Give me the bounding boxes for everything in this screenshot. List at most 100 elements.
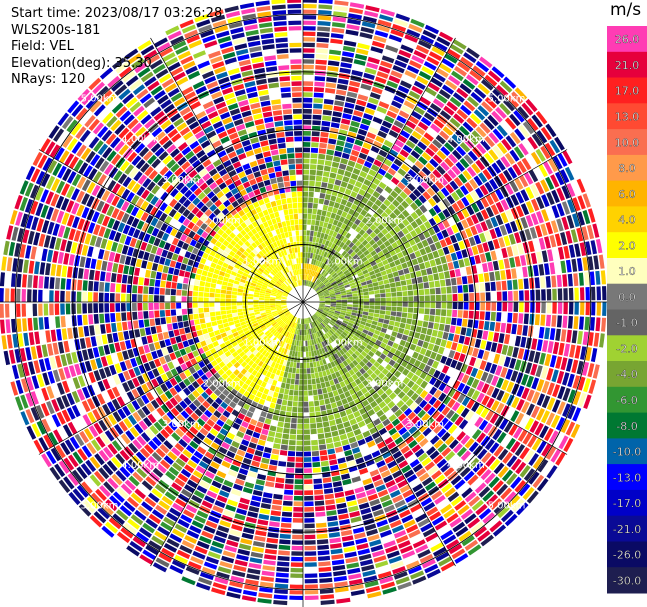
velocity-gate [436,190,446,201]
velocity-gate [357,271,364,277]
velocity-gate [101,190,111,202]
velocity-gate [259,581,274,588]
velocity-gate [230,388,238,396]
velocity-gate [209,367,217,375]
velocity-gate [483,422,493,434]
velocity-gate [319,142,327,149]
velocity-gate [85,257,92,269]
velocity-gate [451,202,461,213]
velocity-gate [420,136,431,147]
velocity-gate [303,362,307,369]
velocity-gate [270,297,276,300]
velocity-gate [310,247,315,254]
velocity-gate [243,289,249,294]
velocity-gate [347,460,356,467]
velocity-gate [402,385,411,394]
velocity-gate [164,354,172,363]
velocity-gate [213,410,222,419]
velocity-gate [103,481,115,494]
velocity-gate [326,510,337,516]
velocity-gate [462,78,476,90]
velocity-gate [432,98,445,109]
velocity-gate [346,324,353,330]
velocity-gate [106,192,115,204]
velocity-gate [204,409,213,418]
velocity-gate [470,91,483,104]
velocity-gate [294,317,297,323]
velocity-gate [340,199,348,206]
velocity-gate [438,382,447,392]
velocity-gate [237,308,243,313]
velocity-gate [196,268,203,275]
velocity-gate [365,235,373,243]
velocity-gate [558,435,569,450]
velocity-gate [440,256,447,264]
velocity-gate [338,462,348,470]
velocity-gate [338,513,349,520]
velocity-gate [318,4,333,10]
velocity-gate [314,81,325,87]
velocity-gate [582,209,591,225]
velocity-gate [34,331,41,345]
velocity-gate [38,437,49,451]
velocity-gate [452,443,463,454]
velocity-gate [341,277,348,282]
velocity-gate [378,280,384,286]
velocity-gate [242,305,248,309]
velocity-gate [238,444,248,452]
velocity-gate [274,284,280,289]
velocity-gate [336,268,342,274]
velocity-gate [523,278,529,289]
velocity-gate [395,576,410,585]
velocity-gate [24,182,34,197]
velocity-gate [545,276,551,288]
velocity-gate [260,381,267,388]
velocity-gate [325,154,334,161]
velocity-gate [168,466,180,477]
velocity-gate [513,302,519,312]
velocity-gate [34,261,40,275]
velocity-gate [415,44,430,55]
velocity-gate [434,474,446,485]
velocity-gate [116,509,129,521]
velocity-gate [303,423,310,429]
velocity-gate [364,137,374,145]
velocity-gate [194,279,200,286]
velocity-gate [236,473,247,481]
velocity-gate [507,312,513,323]
velocity-gate [306,318,309,324]
velocity-gate [316,260,321,267]
velocity-gate [305,318,308,324]
velocity-gate [452,302,458,310]
velocity-gate [304,495,314,501]
velocity-gate [568,244,576,258]
velocity-gate [44,317,50,330]
velocity-gate [81,206,90,219]
velocity-gate [278,416,285,422]
velocity-gate [269,281,275,286]
velocity-gate [460,363,468,373]
velocity-gate [310,158,318,164]
velocity-gate [511,268,517,279]
velocity-gate [339,362,346,369]
velocity-gate [351,353,358,360]
velocity-gate [375,173,384,181]
velocity-gate [12,333,19,348]
velocity-gate [284,310,289,314]
velocity-gate [456,431,466,442]
velocity-gate [314,406,321,412]
velocity-gate [324,160,332,167]
velocity-gate [282,323,287,329]
velocity-gate [495,214,504,226]
velocity-gate [320,335,326,342]
velocity-gate [437,222,446,231]
velocity-gate [356,157,365,165]
velocity-gate [273,600,288,606]
velocity-gate [514,335,521,347]
velocity-gate [577,195,586,210]
velocity-gate [231,302,237,306]
velocity-gate [37,154,48,169]
velocity-gate [338,335,344,341]
velocity-gate [154,302,159,310]
velocity-gate [197,395,205,404]
